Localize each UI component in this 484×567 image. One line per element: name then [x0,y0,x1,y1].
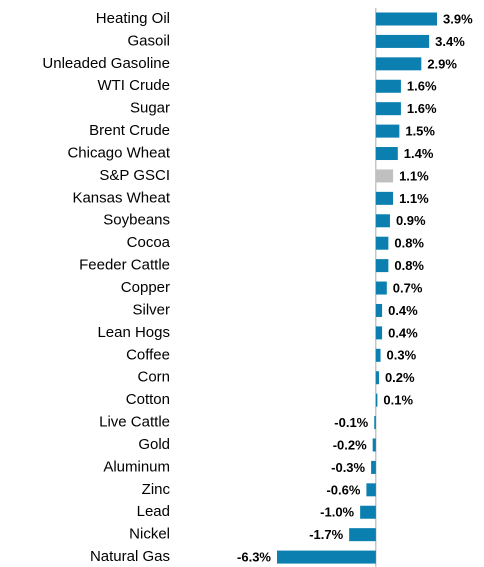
category-label: Zinc [142,481,171,498]
value-label: 1.1% [399,191,429,206]
value-label: 2.9% [427,56,457,71]
value-label: 0.4% [388,303,418,318]
bar [375,393,378,407]
bar [375,12,437,26]
bar [375,303,383,317]
value-label: 1.1% [399,168,429,183]
category-label: Live Cattle [99,414,170,431]
bar [375,147,398,161]
category-label: S&P GSCI [99,167,170,184]
value-label: 0.3% [387,348,417,363]
value-label: -1.0% [320,505,354,520]
value-label: 0.2% [385,370,415,385]
bar [375,57,422,71]
value-label: 1.4% [404,146,434,161]
category-label: Corn [137,369,170,386]
bar [375,281,387,295]
category-label: Silver [132,301,170,318]
value-label: -0.6% [326,482,360,497]
category-label: Cotton [126,391,170,408]
category-label: Cocoa [127,234,171,251]
value-label: 0.4% [388,325,418,340]
bar [375,259,389,273]
value-label: 0.9% [396,213,426,228]
category-label: Brent Crude [89,122,170,139]
category-label: WTI Crude [97,77,170,94]
value-label: 1.6% [407,79,437,94]
bar [371,460,376,474]
bar [375,214,390,228]
value-label: -1.7% [309,527,343,542]
category-label: Gold [138,436,170,453]
bar [374,416,376,430]
category-label: Lean Hogs [97,324,170,341]
category-label: Copper [121,279,170,296]
bar [349,528,376,542]
category-label: Coffee [126,346,170,363]
value-label: 0.1% [383,393,413,408]
category-label: Feeder Cattle [79,257,170,274]
value-label: -6.3% [237,550,271,565]
bar [366,483,376,497]
category-label: Kansas Wheat [72,189,170,206]
bar [375,34,430,48]
value-label: 0.8% [394,258,424,273]
category-label: Gasoil [127,32,170,49]
category-label: Chicago Wheat [67,144,170,161]
bar [372,438,376,452]
bar [360,505,376,519]
bar [277,550,376,564]
category-label: Natural Gas [90,548,170,565]
value-label: 1.5% [405,124,435,139]
bar [375,169,394,183]
category-label: Nickel [129,526,170,543]
bar [375,326,383,340]
value-label: 0.7% [393,280,423,295]
value-label: -0.2% [333,437,367,452]
value-label: -0.3% [331,460,365,475]
value-label: 1.6% [407,101,437,116]
category-label: Unleaded Gasoline [42,55,170,72]
bar [375,124,400,138]
category-label: Aluminum [103,458,170,475]
value-label: 3.4% [435,34,465,49]
bar [375,348,381,362]
bar [375,102,401,116]
value-label: 3.9% [443,11,473,26]
value-label: 0.8% [394,236,424,251]
category-label: Sugar [130,100,170,117]
value-label: -0.1% [334,415,368,430]
category-label: Heating Oil [96,10,170,27]
bar [375,236,389,250]
category-label: Soybeans [103,212,170,229]
bar [375,79,401,93]
category-label: Lead [137,503,170,520]
bar [375,191,394,205]
bar [375,371,379,385]
